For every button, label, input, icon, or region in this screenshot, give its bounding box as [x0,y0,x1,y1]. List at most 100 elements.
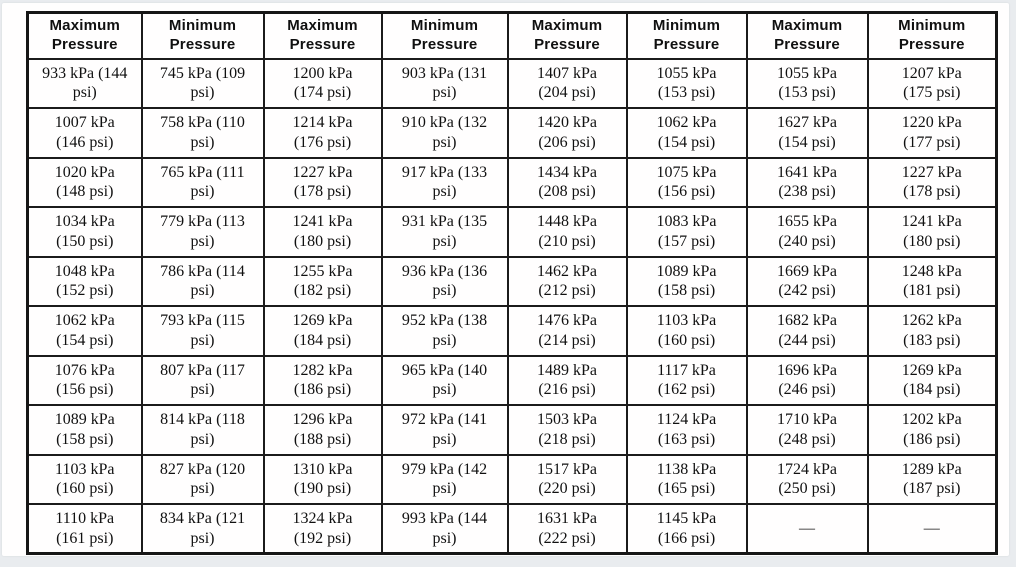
pressure-cell: 1083 kPa (157 psi) [625,206,748,258]
pressure-cell: 1241 kPa (180 psi) [262,206,383,258]
pressure-cell: 1227 kPa (178 psi) [866,156,998,208]
pressure-cell: 931 kPa (135 psi) [380,206,509,258]
table-row: 1020 kPa (148 psi) 765 kPa (111 psi) 1227 … [26,156,998,208]
pressure-cell: 972 kPa (141 psi) [380,404,509,456]
pressure-cell: 917 kPa (133 psi) [380,156,509,208]
pressure-cell: 1407 kPa (204 psi) [506,57,628,109]
pressure-cell: 1696 kPa (246 psi) [745,354,869,406]
pressure-cell: 1669 kPa (242 psi) [745,255,869,307]
pressure-cell: 1448 kPa (210 psi) [506,206,628,258]
pressure-cell: 765 kPa (111 psi) [140,156,265,208]
pressure-cell: 1138 kPa (165 psi) [625,453,748,505]
column-header: Minimum Pressure [140,11,265,60]
header-row: Maximum Pressure Minimum Pressure Maximum … [26,11,998,60]
table-row: 933 kPa (144 psi) 745 kPa (109 psi) 1200 k… [26,57,998,109]
pressure-cell: 1227 kPa (178 psi) [262,156,383,208]
pressure-cell: 1048 kPa (152 psi) [26,255,143,307]
pressure-cell: 1200 kPa (174 psi) [262,57,383,109]
pressure-cell: 1089 kPa (158 psi) [625,255,748,307]
pressure-cell: 1255 kPa (182 psi) [262,255,383,307]
table-row: 1048 kPa (152 psi) 786 kPa (114 psi) 1255 … [26,255,998,307]
pressure-cell: 1055 kPa (153 psi) [625,57,748,109]
pressure-cell: 1076 kPa (156 psi) [26,354,143,406]
pressure-cell: 1655 kPa (240 psi) [745,206,869,258]
column-header: Minimum Pressure [625,11,748,60]
pressure-cell: 1145 kPa (166 psi) [625,503,748,555]
pressure-cell: 1641 kPa (238 psi) [745,156,869,208]
pressure-cell: 1517 kPa (220 psi) [506,453,628,505]
pressure-cell: 1269 kPa (184 psi) [262,305,383,357]
column-header: Minimum Pressure [866,11,998,60]
pressure-cell: 1682 kPa (244 psi) [745,305,869,357]
pressure-cell: 1489 kPa (216 psi) [506,354,628,406]
pressure-cell: 1503 kPa (218 psi) [506,404,628,456]
pressure-cell: 1075 kPa (156 psi) [625,156,748,208]
pressure-cell: 1220 kPa (177 psi) [866,107,998,159]
table-row: 1062 kPa (154 psi) 793 kPa (115 psi) 1269 … [26,305,998,357]
pressure-cell: 936 kPa (136 psi) [380,255,509,307]
pressure-cell: 1476 kPa (214 psi) [506,305,628,357]
table-body: 933 kPa (144 psi) 745 kPa (109 psi) 1200 k… [26,57,998,555]
pressure-cell: 814 kPa (118 psi) [140,404,265,456]
pressure-cell: 1241 kPa (180 psi) [866,206,998,258]
column-header: Maximum Pressure [506,11,628,60]
pressure-cell: 1034 kPa (150 psi) [26,206,143,258]
pressure-cell: 1269 kPa (184 psi) [866,354,998,406]
pressure-cell: 1462 kPa (212 psi) [506,255,628,307]
table-row: 1103 kPa (160 psi) 827 kPa (120 psi) 1310 … [26,453,998,505]
pressure-cell: 807 kPa (117 psi) [140,354,265,406]
pressure-cell: 903 kPa (131 psi) [380,57,509,109]
pressure-cell: 779 kPa (113 psi) [140,206,265,258]
pressure-cell: 834 kPa (121 psi) [140,503,265,555]
pressure-cell: 1420 kPa (206 psi) [506,107,628,159]
pressure-cell: 1062 kPa (154 psi) [26,305,143,357]
pressure-cell: 745 kPa (109 psi) [140,57,265,109]
pressure-cell: 933 kPa (144 psi) [26,57,143,109]
pressure-cell: 1289 kPa (187 psi) [866,453,998,505]
pressure-cell: 1214 kPa (176 psi) [262,107,383,159]
column-header: Maximum Pressure [745,11,869,60]
pressure-cell: 1627 kPa (154 psi) [745,107,869,159]
pressure-cell: 1434 kPa (208 psi) [506,156,628,208]
pressure-cell: 758 kPa (110 psi) [140,107,265,159]
pressure-cell: 979 kPa (142 psi) [380,453,509,505]
pressure-cell: 965 kPa (140 psi) [380,354,509,406]
pressure-cell: 1089 kPa (158 psi) [26,404,143,456]
pressure-cell: 1724 kPa (250 psi) [745,453,869,505]
pressure-table: Maximum Pressure Minimum Pressure Maximum … [26,11,998,555]
pressure-cell: 1631 kPa (222 psi) [506,503,628,555]
pressure-cell: 1055 kPa (153 psi) [745,57,869,109]
pressure-cell: 1020 kPa (148 psi) [26,156,143,208]
pressure-cell: 827 kPa (120 psi) [140,453,265,505]
pressure-cell: 1007 kPa (146 psi) [26,107,143,159]
pressure-cell: 1110 kPa (161 psi) [26,503,143,555]
pressure-cell: 1310 kPa (190 psi) [262,453,383,505]
table-header: Maximum Pressure Minimum Pressure Maximum … [26,11,998,60]
pressure-cell: 793 kPa (115 psi) [140,305,265,357]
pressure-cell: 1248 kPa (181 psi) [866,255,998,307]
table-row: 1034 kPa (150 psi) 779 kPa (113 psi) 1241 … [26,206,998,258]
column-header: Maximum Pressure [26,11,143,60]
pressure-cell: 1124 kPa (163 psi) [625,404,748,456]
pressure-cell: — [745,503,869,555]
pressure-cell: 1103 kPa (160 psi) [26,453,143,505]
pressure-cell: 1062 kPa (154 psi) [625,107,748,159]
pressure-cell: 1262 kPa (183 psi) [866,305,998,357]
table-row: 1076 kPa (156 psi) 807 kPa (117 psi) 1282 … [26,354,998,406]
column-header: Minimum Pressure [380,11,509,60]
pressure-cell: — [866,503,998,555]
pressure-cell: 1296 kPa (188 psi) [262,404,383,456]
table-row: 1007 kPa (146 psi) 758 kPa (110 psi) 1214 … [26,107,998,159]
pressure-cell: 1202 kPa (186 psi) [866,404,998,456]
pressure-cell: 993 kPa (144 psi) [380,503,509,555]
table-row: 1089 kPa (158 psi) 814 kPa (118 psi) 1296 … [26,404,998,456]
pressure-cell: 910 kPa (132 psi) [380,107,509,159]
pressure-cell: 1710 kPa (248 psi) [745,404,869,456]
column-header: Maximum Pressure [262,11,383,60]
pressure-cell: 1103 kPa (160 psi) [625,305,748,357]
table-row: 1110 kPa (161 psi) 834 kPa (121 psi) 1324 … [26,503,998,555]
pressure-cell: 786 kPa (114 psi) [140,255,265,307]
pressure-cell: 1282 kPa (186 psi) [262,354,383,406]
pressure-cell: 952 kPa (138 psi) [380,305,509,357]
pressure-cell: 1207 kPa (175 psi) [866,57,998,109]
